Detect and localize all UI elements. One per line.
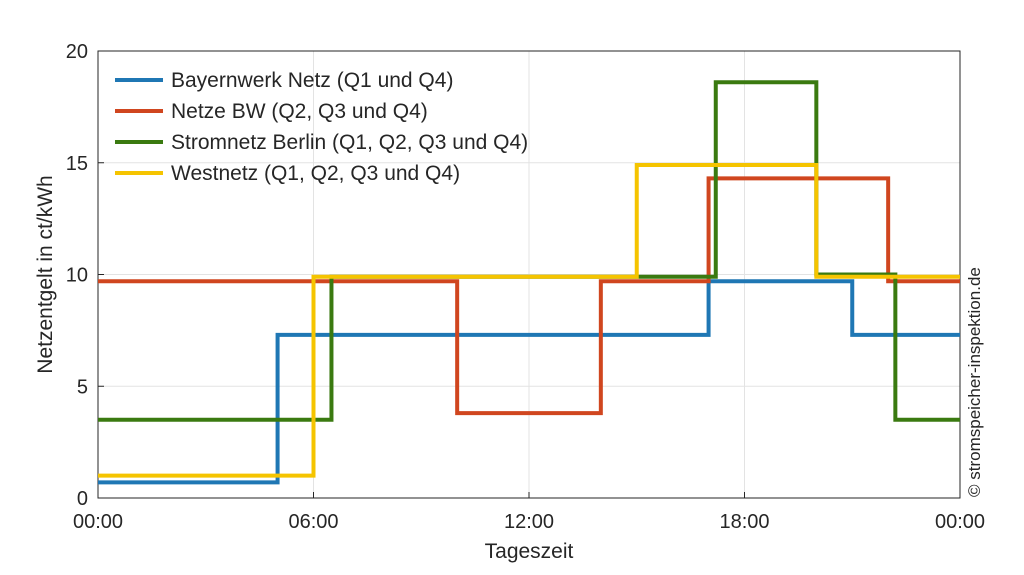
y-tick-label: 20 <box>66 41 88 63</box>
y-tick-label: 15 <box>66 153 88 175</box>
series-line-3 <box>98 80 960 422</box>
y-tick-label: 5 <box>77 376 88 398</box>
x-tick-label: 00:00 <box>73 511 123 533</box>
x-tick-label: 06:00 <box>288 511 338 533</box>
legend-label-3: Stromnetz Berlin (Q1, Q2, Q3 und Q4) <box>171 131 528 154</box>
series-layer <box>98 80 960 485</box>
legend: Bayernwerk Netz (Q1 und Q4) Netze BW (Q2,… <box>115 69 528 185</box>
x-tick-label: 18:00 <box>719 511 769 533</box>
copyright-credit: © stromspeicher-inspektion.de <box>965 267 984 497</box>
y-axis-label: Netzentgelt in ct/kWh <box>34 175 57 373</box>
legend-label-4: Westnetz (Q1, Q2, Q3 und Q4) <box>171 162 460 185</box>
x-tick-label: 00:00 <box>935 511 985 533</box>
y-tick-label: 0 <box>77 488 88 510</box>
series-line-2 <box>98 176 960 416</box>
y-tick-label: 10 <box>66 265 88 287</box>
legend-label-2: Netze BW (Q2, Q3 und Q4) <box>171 100 428 123</box>
x-tick-label: 12:00 <box>504 511 554 533</box>
series-line-1 <box>98 279 960 485</box>
x-axis-label: Tageszeit <box>485 540 574 563</box>
legend-label-1: Bayernwerk Netz (Q1 und Q4) <box>171 69 453 92</box>
series-line-4 <box>98 162 960 478</box>
